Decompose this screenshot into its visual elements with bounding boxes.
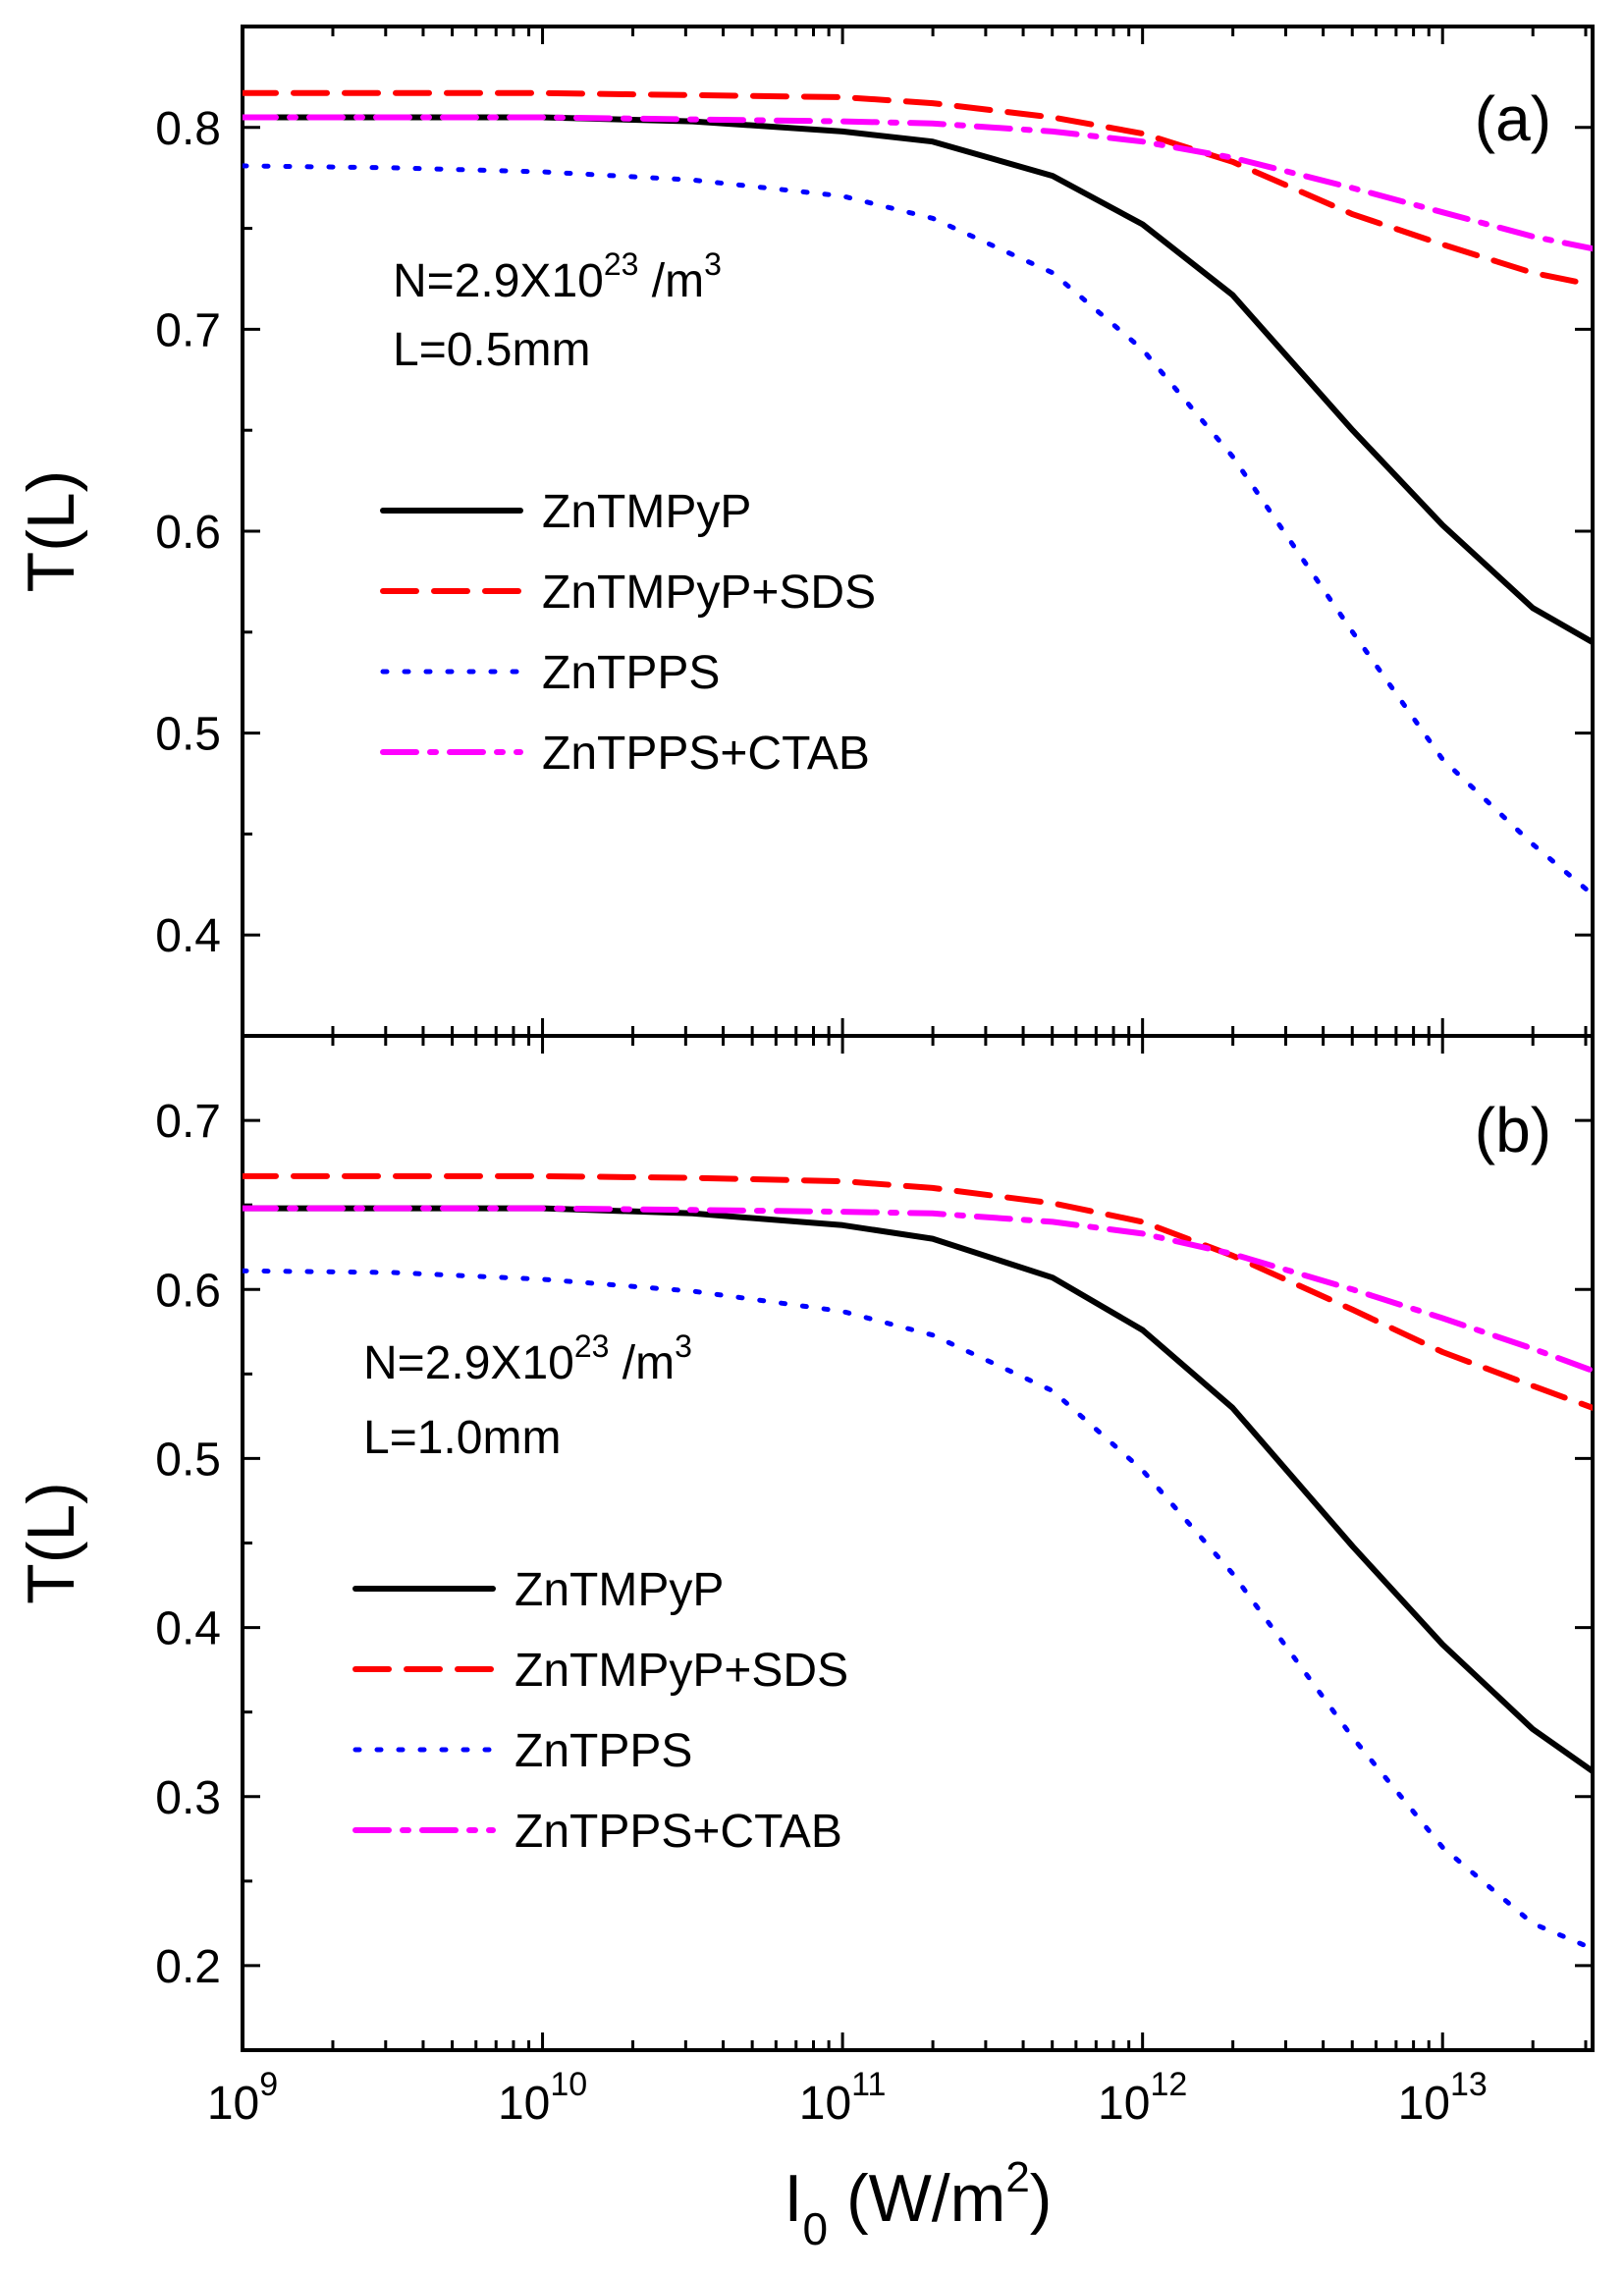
legend-label: ZnTMPyP [514, 1564, 724, 1616]
y-tick-label: 0.7 [155, 1096, 221, 1148]
series-group [243, 89, 1593, 897]
legend-label: ZnTPPS [542, 647, 720, 699]
y-tick-label: 0.5 [155, 709, 221, 761]
y-tick-label: 0.6 [155, 1265, 221, 1317]
series-group [243, 1172, 1593, 1952]
x-tick-label: 1013 [1398, 2066, 1488, 2130]
annotation-density: N=2.9X1023 /m3 [393, 246, 722, 307]
legend-label: ZnTPPS+CTAB [542, 728, 870, 780]
x-tick-base: 10 [799, 2078, 851, 2130]
x-tick-exponent: 12 [1150, 2066, 1187, 2103]
panel-label: (b) [1475, 1095, 1551, 1165]
x-tick-exponent: 11 [851, 2066, 886, 2103]
series-line-zntmpyp-plus-sds [243, 1172, 1593, 1411]
x-tick-label: 1012 [1098, 2066, 1187, 2130]
y-tick-label: 0.3 [155, 1772, 221, 1824]
x-axis-title-unit-exp: 2 [1005, 2153, 1029, 2201]
panel-b: 0.2 0.3 0.4 0.5 0.6 0.7 T(L) (b) N=2.9X1023 /m3 L… [14, 1034, 1595, 2052]
y-tick-label: 0.6 [155, 507, 221, 559]
y-tick-label: 0.5 [155, 1434, 221, 1486]
y-tick-label: 0.4 [155, 1603, 221, 1655]
series-line-zntpps [243, 1268, 1593, 1952]
y-tick-label: 0.2 [155, 1941, 221, 1993]
legend-label: ZnTPPS+CTAB [514, 1806, 842, 1858]
panel-label: (a) [1475, 83, 1551, 154]
legend-label: ZnTMPyP+SDS [514, 1645, 848, 1697]
x-axis-title-subscript: 0 [802, 2203, 828, 2254]
x-tick-exponent: 9 [259, 2066, 278, 2103]
x-axis-title-unit: (W/m [828, 2161, 1005, 2236]
annotation-density-base: N=2.9X10 [393, 255, 604, 307]
x-axis-title: I0 (W/m2) [785, 2153, 1053, 2254]
x-tick-base: 10 [207, 2078, 259, 2130]
annotation-density-exp: 23 [604, 246, 639, 282]
annotation-density-unit: /m [609, 1337, 675, 1389]
y-axis-title: T(L) [14, 1482, 88, 1604]
annotation-density-unit-exp: 3 [675, 1328, 692, 1364]
annotation-length: L=1.0mm [363, 1412, 561, 1464]
series-line-zntmpyp-plus-sds [243, 89, 1593, 289]
annotation-density: N=2.9X1023 /m3 [363, 1328, 692, 1389]
annotation-density-unit-exp: 3 [704, 246, 722, 282]
x-axis-title-unit-close: ) [1030, 2161, 1053, 2236]
x-tick-exponent: 13 [1450, 2066, 1488, 2103]
y-tick-label: 0.8 [155, 103, 221, 155]
panel-a: 0.4 0.5 0.6 0.7 0.8 T(L) (a) N=2.9X1023 /m3 L=0.… [14, 25, 1595, 1038]
x-tick-base: 10 [1098, 2078, 1150, 2130]
x-tick-label: 1011 [799, 2066, 887, 2130]
y-axis-title: T(L) [14, 470, 88, 593]
x-axis-title-symbol: I [785, 2161, 803, 2236]
series-line-zntpps-plus-ctab [243, 114, 1593, 252]
panels: 0.40.50.60.70.8T(L)(a)N=2.9X1023 /m3L=0.… [14, 25, 1595, 2052]
annotation-density-exp: 23 [574, 1328, 610, 1364]
y-tick-label: 0.4 [155, 910, 221, 962]
x-tick-exponent: 10 [550, 2066, 587, 2103]
x-tick-label: 1010 [498, 2066, 587, 2130]
annotation-length: L=0.5mm [393, 324, 590, 376]
series-line-zntpps [243, 163, 1593, 897]
legend-label: ZnTPPS [514, 1725, 692, 1777]
x-tick-base: 10 [498, 2078, 550, 2130]
x-tick-base: 10 [1398, 2078, 1450, 2130]
legend-label: ZnTMPyP [542, 486, 751, 538]
legend-label: ZnTMPyP+SDS [542, 567, 876, 619]
annotation-density-base: N=2.9X10 [363, 1337, 574, 1389]
x-tick-label: 109 [207, 2066, 278, 2130]
series-line-zntpps-plus-ctab [243, 1205, 1593, 1374]
y-tick-label: 0.7 [155, 304, 221, 356]
annotation-density-unit: /m [638, 255, 704, 307]
